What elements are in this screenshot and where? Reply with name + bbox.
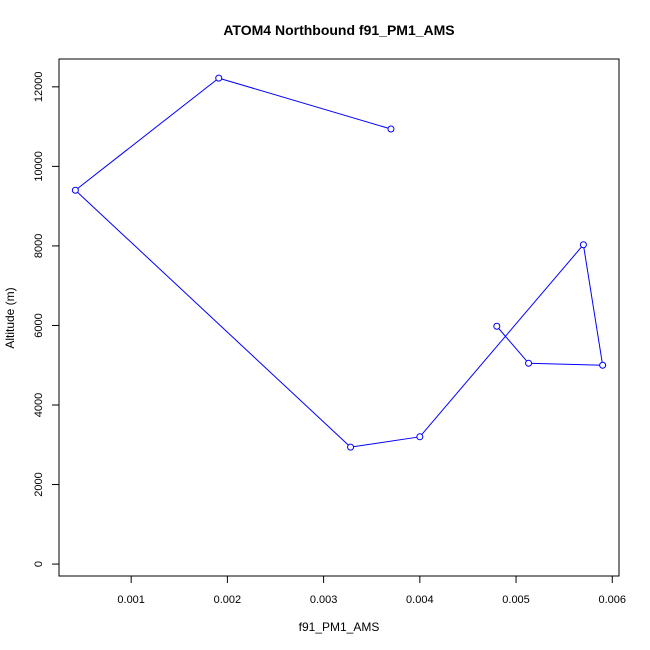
y-tick-label: 10000 <box>33 151 45 182</box>
data-point <box>493 322 501 330</box>
y-tick-label: 8000 <box>33 234 45 258</box>
series-line-segment <box>582 244 604 366</box>
series-line-segment <box>75 189 351 448</box>
x-axis: 0.001 0.002 0.003 0.004 0.005 0.006 <box>117 576 626 606</box>
x-tick-label: 0.001 <box>117 594 145 606</box>
data-point <box>71 186 79 194</box>
data-point <box>215 74 223 82</box>
y-tick-label: 4000 <box>33 393 45 417</box>
data-point <box>599 361 607 369</box>
data-point <box>525 359 533 367</box>
series-layer <box>71 74 607 451</box>
chart-title: ATOM4 Northbound f91_PM1_AMS <box>223 22 454 38</box>
data-point <box>416 433 424 441</box>
x-tick-label: 0.005 <box>502 594 530 606</box>
plot-frame <box>58 58 620 577</box>
data-point <box>347 443 355 451</box>
y-tick-label: 0 <box>33 561 45 567</box>
x-tick-label: 0.003 <box>310 594 338 606</box>
y-axis-label: Altitude (m) <box>3 287 17 348</box>
series-line-segment <box>218 77 392 130</box>
x-tick-label: 0.004 <box>406 594 434 606</box>
series-line-segment <box>419 244 584 438</box>
x-tick-label: 0.002 <box>214 594 242 606</box>
series-line-segment <box>528 362 603 366</box>
y-tick-label: 2000 <box>33 472 45 496</box>
series-line-segment <box>350 436 420 448</box>
series-line-segment <box>496 325 529 364</box>
data-point <box>579 241 587 249</box>
data-point <box>387 125 395 133</box>
x-axis-label: f91_PM1_AMS <box>299 620 380 634</box>
y-axis: 0 2000 4000 6000 8000 10000 12000 <box>33 72 59 567</box>
y-tick-label: 6000 <box>33 313 45 337</box>
x-tick-label: 0.006 <box>598 594 626 606</box>
series-line-segment <box>75 77 220 191</box>
y-tick-label: 12000 <box>33 72 45 103</box>
